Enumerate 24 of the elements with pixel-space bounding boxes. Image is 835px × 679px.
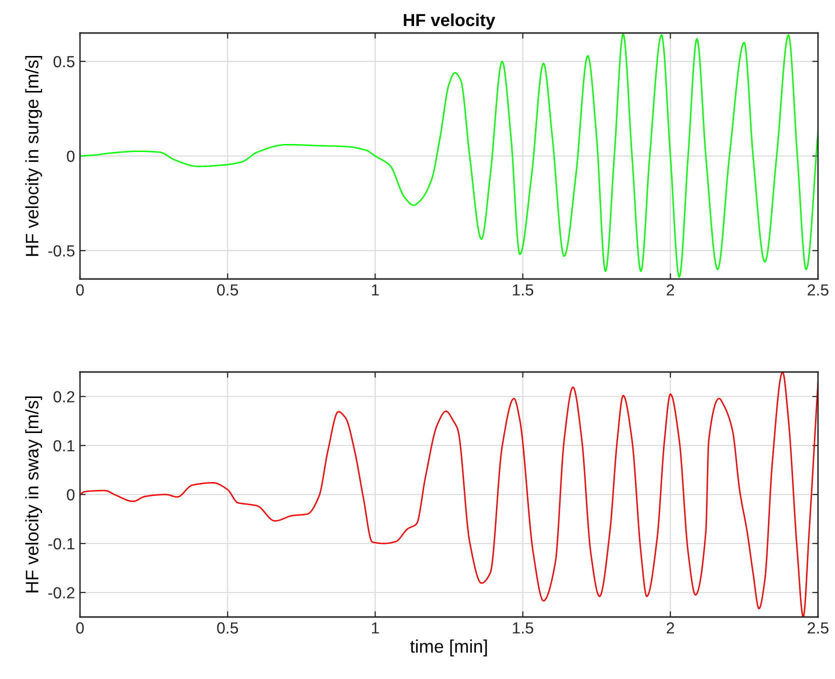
x-tick-label: 1.5 bbox=[512, 622, 534, 634]
x-tick-label: 0 bbox=[76, 622, 84, 634]
x-tick-label: 0 bbox=[76, 284, 84, 296]
x-tick-label: 2 bbox=[666, 284, 674, 296]
x-tick-label: 2.5 bbox=[808, 622, 828, 634]
x-tick-label: 1.5 bbox=[512, 284, 534, 296]
y-tick-label: 0 bbox=[66, 150, 75, 162]
y-tick-label: 0.1 bbox=[54, 440, 74, 452]
y-axis-title: HF velocity in surge [m/s] bbox=[25, 56, 42, 256]
y-tick-label: -0.1 bbox=[48, 538, 74, 550]
y-tick-label: 0 bbox=[66, 489, 75, 500]
x-tick-label: 1 bbox=[372, 284, 379, 296]
x-axis-title: time [min] bbox=[410, 640, 487, 656]
chart-title: HF velocity bbox=[404, 13, 496, 30]
y-tick-label: 0.5 bbox=[54, 56, 74, 68]
y-axis-title: HF velocity in sway [m/s] bbox=[25, 396, 42, 592]
x-tick-label: 0.5 bbox=[217, 284, 238, 296]
x-tick-label: 2 bbox=[666, 622, 674, 634]
y-tick-label: -0.2 bbox=[48, 587, 74, 598]
x-tick-label: 0.5 bbox=[217, 622, 238, 634]
y-tick-label: -0.5 bbox=[48, 245, 74, 257]
y-tick-label: 0.2 bbox=[54, 391, 74, 402]
x-tick-label: 1 bbox=[372, 622, 379, 634]
x-tick-label: 2.5 bbox=[808, 284, 828, 296]
